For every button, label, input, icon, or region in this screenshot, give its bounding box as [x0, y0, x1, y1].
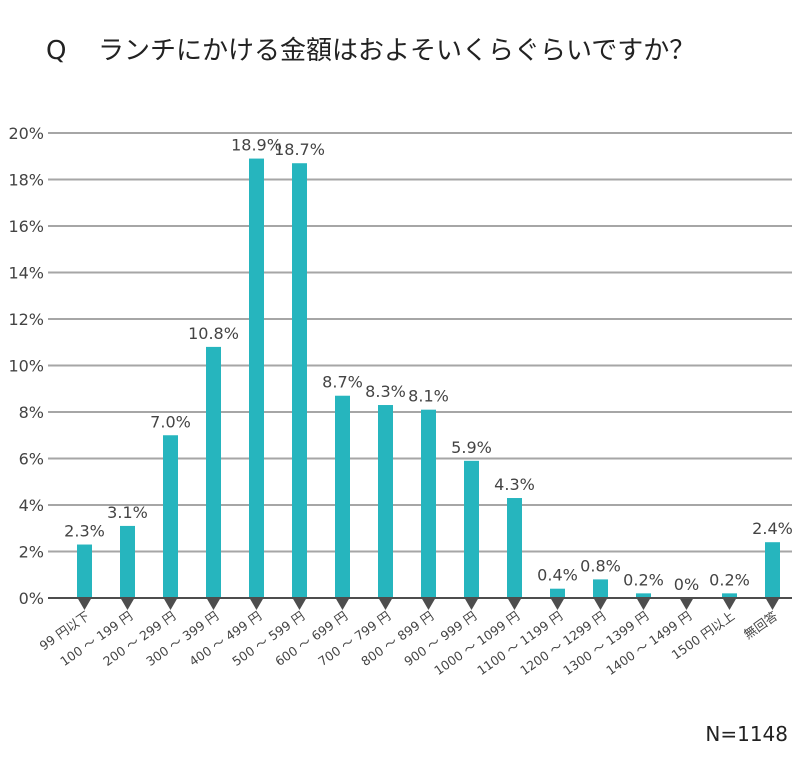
tick-marker-icon [722, 598, 737, 610]
tick-marker-icon [292, 598, 307, 610]
value-label: 2.4% [752, 519, 793, 538]
y-axis-ticks: 0% 2% 4% 6% 8% 10% 12% 14% 16% 18% 20% [8, 124, 44, 608]
bar [335, 395, 350, 598]
y-tick-label: 16% [8, 217, 44, 236]
tick-marker-icon [206, 598, 221, 610]
value-label: 18.9% [231, 136, 282, 155]
tick-marker-icon [593, 598, 608, 610]
bars [77, 158, 780, 598]
y-tick-label: 4% [19, 496, 44, 515]
y-tick-label: 8% [19, 403, 44, 422]
y-tick-label: 14% [8, 264, 44, 283]
bar [378, 405, 393, 598]
value-label: 7.0% [150, 412, 191, 431]
value-label: 2.3% [64, 522, 105, 541]
y-tick-label: 18% [8, 171, 44, 190]
bar [636, 593, 651, 598]
y-tick-label: 0% [19, 589, 44, 608]
tick-marker-icon [77, 598, 92, 610]
y-tick-label: 6% [19, 450, 44, 469]
value-labels: 2.3%3.1% 7.0% 10.8% 18.9%18.7% 8.7% 8.3% 8.1% 5… [64, 136, 793, 594]
bar [292, 163, 307, 598]
tick-marker-icon [378, 598, 393, 610]
chart-title: Q ランチにかける金額はおよそいくらぐらいですか？ [46, 30, 695, 67]
title-text: ランチにかける金額はおよそいくらぐらいですか？ [98, 36, 696, 66]
y-tick-label: 12% [8, 310, 44, 329]
bar [206, 346, 221, 598]
tick-marker-icon [335, 598, 350, 610]
value-label: 18.7% [274, 140, 325, 159]
title-prefix: Q [46, 36, 67, 66]
bar [163, 435, 178, 598]
tick-marker-icon [163, 598, 178, 610]
value-label: 8.3% [365, 382, 406, 401]
tick-marker-icon [507, 598, 522, 610]
tick-marker-icon [765, 598, 780, 610]
value-label: 0.2% [709, 570, 750, 589]
tick-marker-icon [550, 598, 565, 610]
y-tick-label: 20% [8, 124, 44, 143]
value-label: 0.8% [580, 556, 621, 575]
y-tick-label: 10% [8, 357, 44, 376]
value-label: 8.1% [408, 387, 449, 406]
bar [77, 544, 92, 598]
tick-marker-icon [679, 598, 694, 610]
value-label: 0% [674, 575, 699, 594]
value-label: 0.2% [623, 570, 664, 589]
tick-marker-icon [120, 598, 135, 610]
value-label: 8.7% [322, 373, 363, 392]
bar [249, 158, 264, 598]
tick-marker-icon [421, 598, 436, 610]
value-label: 3.1% [107, 503, 148, 522]
value-label: 5.9% [451, 438, 492, 457]
value-label: 4.3% [494, 475, 535, 494]
tick-marker-icon [249, 598, 264, 610]
sample-size-note: N=1148 [705, 722, 788, 746]
value-label: 10.8% [188, 324, 239, 343]
bar [507, 498, 522, 598]
bar [464, 460, 479, 598]
bar [120, 525, 135, 598]
bar [550, 588, 565, 598]
bar [765, 542, 780, 598]
gridlines [48, 132, 792, 553]
x-tick-label: 無回答 [741, 608, 781, 642]
bar [722, 593, 737, 598]
y-tick-label: 2% [19, 543, 44, 562]
bar [421, 409, 436, 598]
value-label: 0.4% [537, 566, 578, 585]
tick-marker-icon [464, 598, 479, 610]
tick-markers [77, 598, 780, 610]
tick-marker-icon [636, 598, 651, 610]
bar [593, 579, 608, 598]
